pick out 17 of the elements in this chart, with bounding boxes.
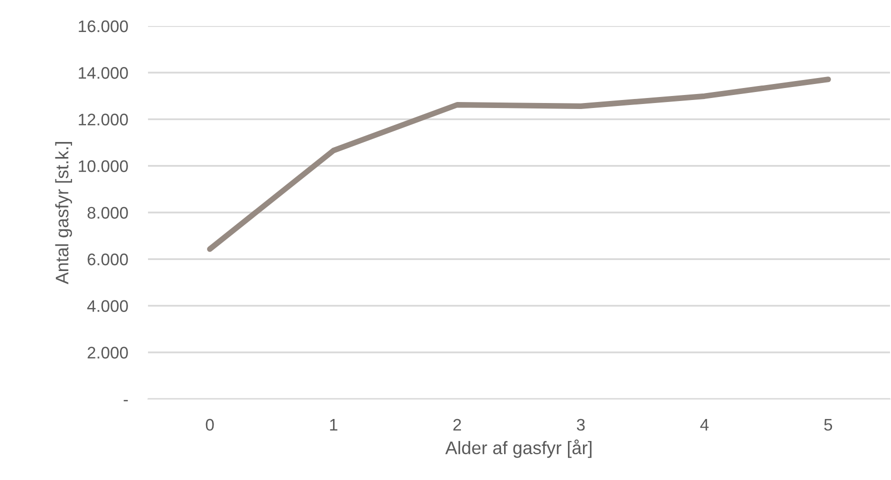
x-tick-label: 4 — [700, 419, 709, 431]
x-tick-label: 0 — [206, 418, 214, 431]
x-axis-title: Alder af gasfyr [år] — [445, 440, 592, 458]
x-tick-label: 5 — [824, 419, 832, 431]
x-tick-label: 2 — [453, 418, 461, 431]
y-tick-label: 14.000 — [78, 67, 128, 79]
y-tick-label: 4.000 — [87, 300, 128, 312]
y-tick-label: 6.000 — [88, 254, 128, 266]
y-tick-label: 12.000 — [78, 114, 128, 126]
y-axis-title: Antal gasfyr [st.k.] — [55, 142, 72, 284]
y-tick-label: 2.000 — [88, 346, 128, 359]
x-tick-label: 3 — [576, 418, 585, 431]
y-tick-label: - — [124, 400, 128, 402]
y-tick-label: 10.000 — [78, 160, 128, 172]
y-tick-label: 8.000 — [88, 206, 128, 219]
x-tick-label: 1 — [330, 419, 338, 431]
y-tick-label: 16.000 — [78, 20, 128, 32]
